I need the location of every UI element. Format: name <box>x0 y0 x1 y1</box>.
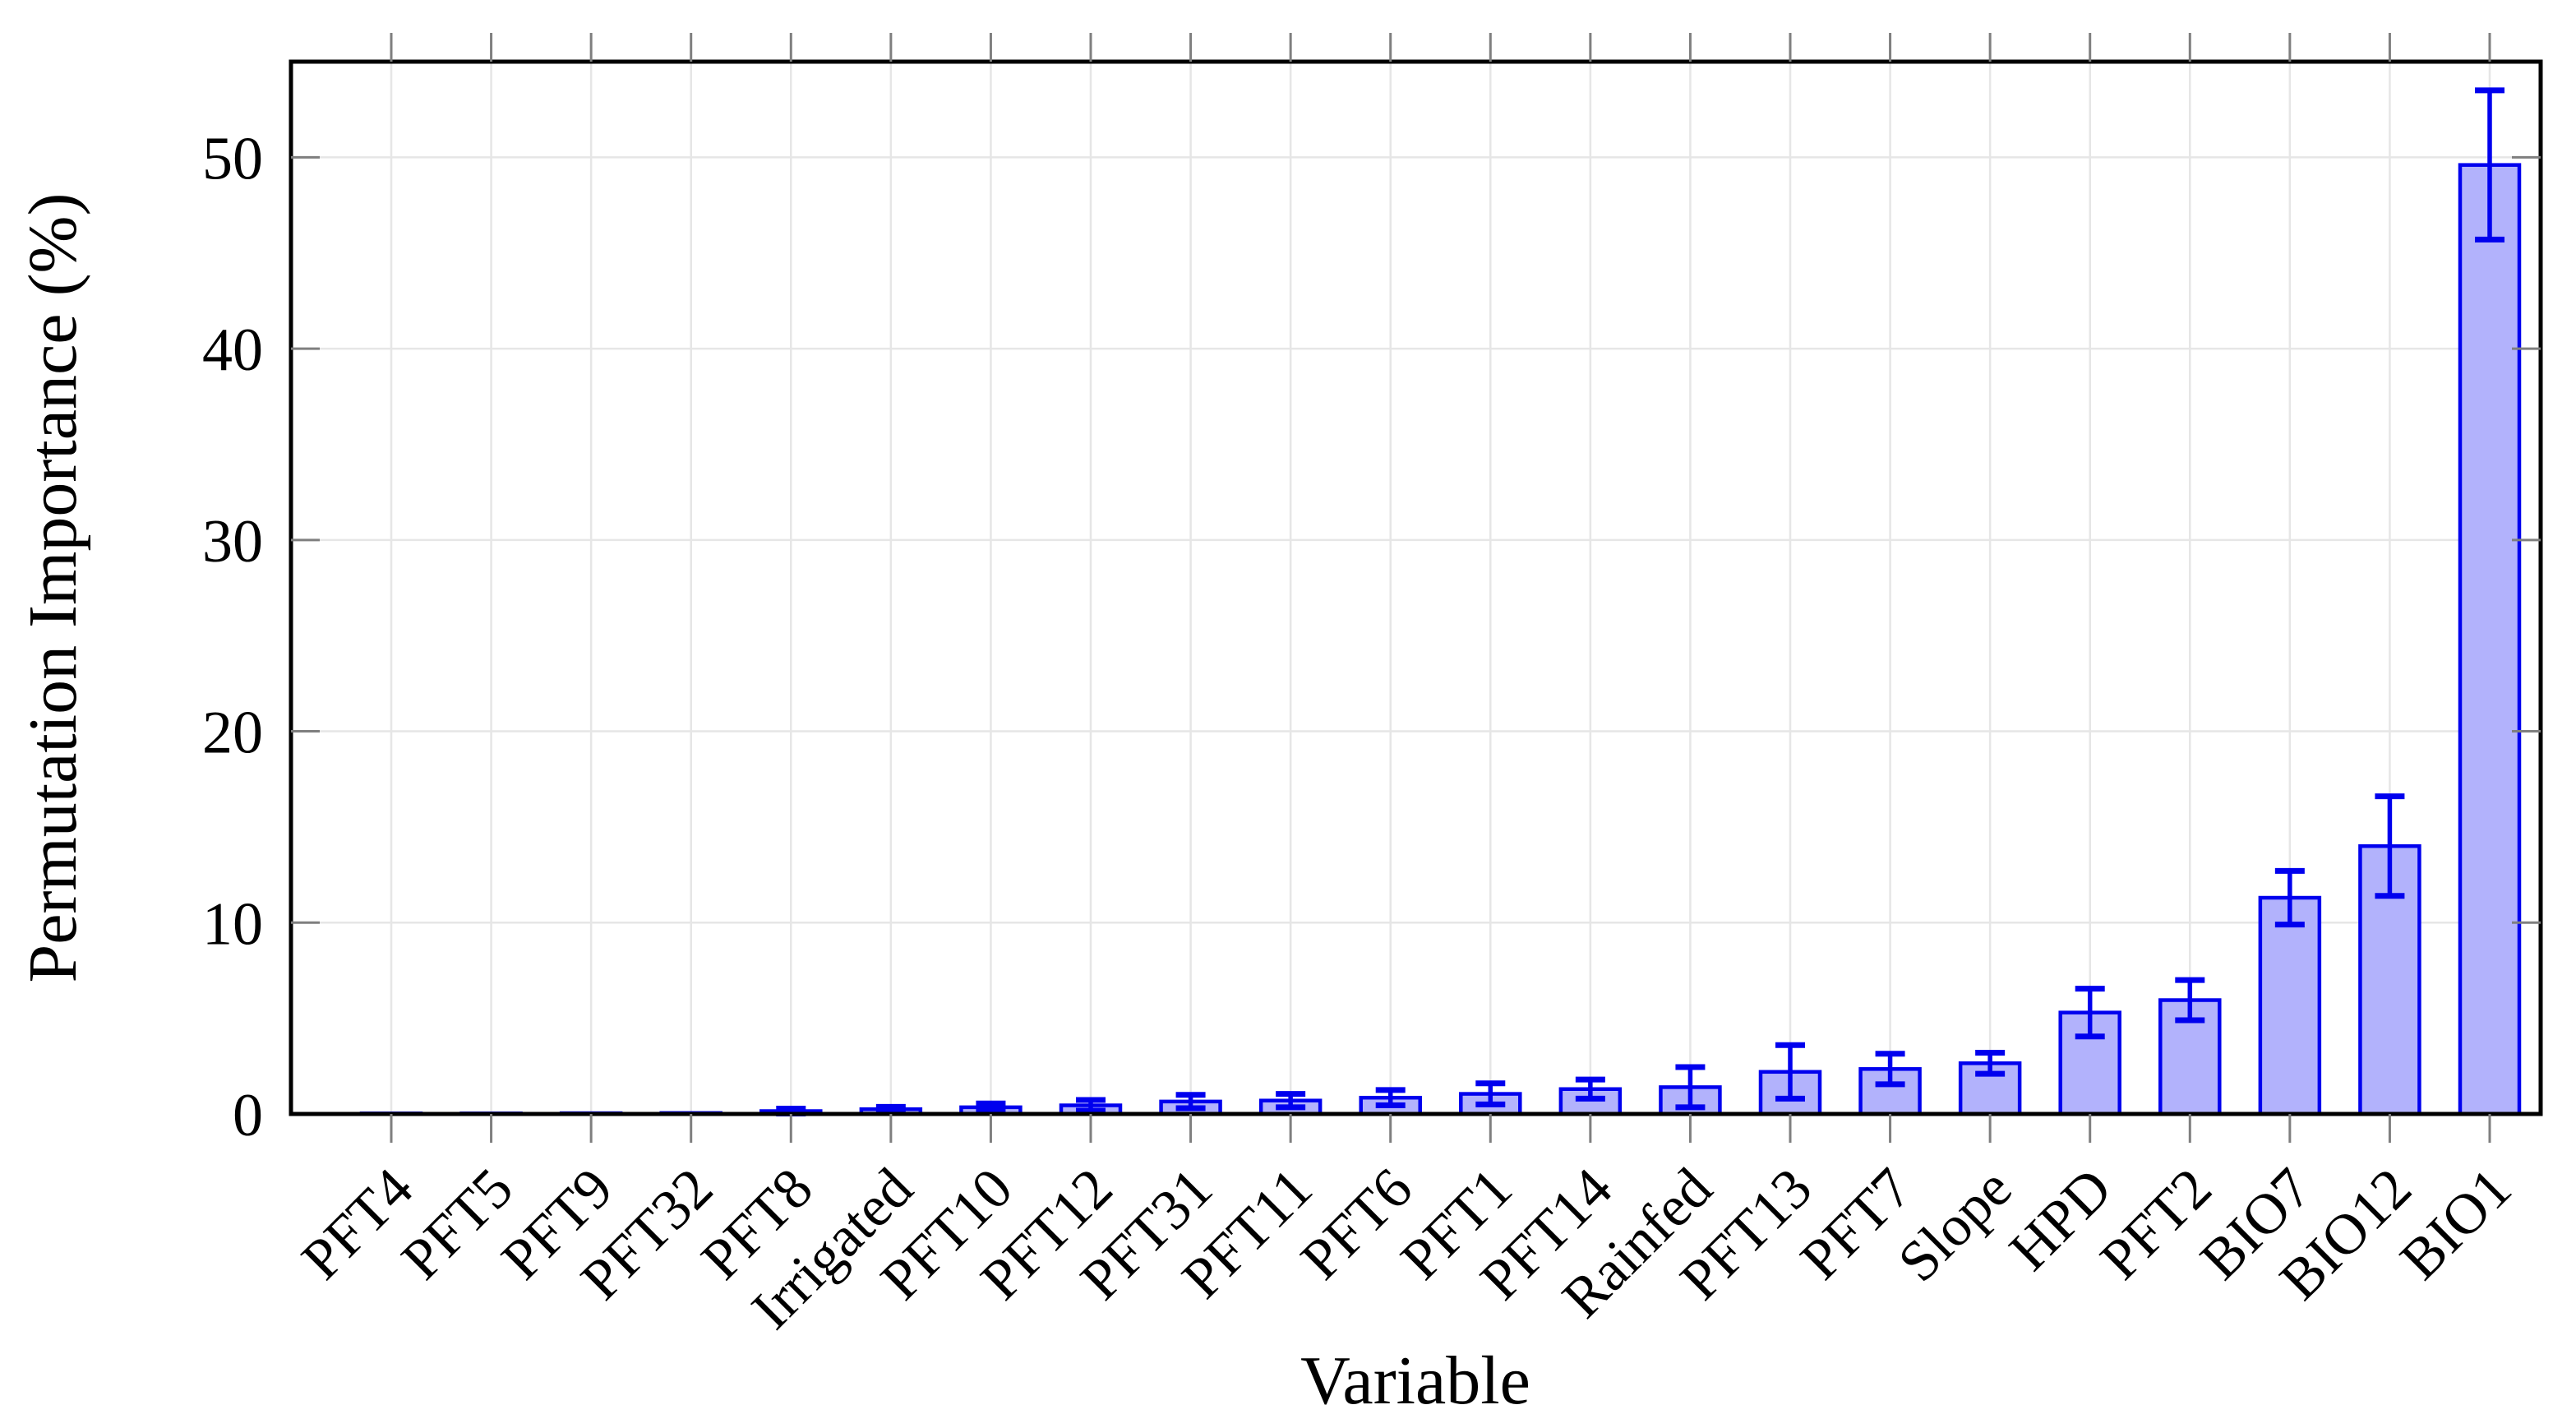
y-tick-label-10: 10 <box>202 890 263 958</box>
plot-frame <box>289 59 2543 1116</box>
x-tick-label-PFT6: PFT6 <box>1290 1157 1424 1292</box>
x-tick-label-PFT4: PFT4 <box>290 1157 425 1292</box>
bar-PFT7 <box>1858 1067 1922 1116</box>
x-tick-label-PFT2: PFT2 <box>2089 1157 2223 1292</box>
tick-marks <box>291 33 2541 1143</box>
x-tick-label-BIO1: BIO1 <box>2389 1157 2523 1292</box>
x-axis-title: Variable <box>1300 1343 1530 1419</box>
y-tick-label-20: 20 <box>202 700 263 767</box>
bars <box>359 163 2522 1116</box>
gridlines <box>291 62 2541 1114</box>
x-tick-label-PFT7: PFT7 <box>1789 1157 1923 1292</box>
y-tick-label-30: 30 <box>202 508 263 575</box>
frame-rect <box>289 59 2543 1116</box>
y-tick-label-0: 0 <box>233 1082 263 1149</box>
bar-BIO7 <box>2258 895 2322 1116</box>
x-tick-label-Slope: Slope <box>1886 1157 2024 1294</box>
error-bars <box>776 87 2504 1117</box>
x-tick-label-PFT5: PFT5 <box>390 1157 524 1292</box>
y-tick-label-50: 50 <box>202 125 263 192</box>
bar-BIO1 <box>2458 163 2522 1116</box>
tick-labels: 01020304050PFT4PFT5PFT9PFT32PFT8Irrigate… <box>202 125 2523 1341</box>
y-axis-title: Permutation Importance (%) <box>15 193 91 983</box>
y-tick-label-40: 40 <box>202 317 263 384</box>
